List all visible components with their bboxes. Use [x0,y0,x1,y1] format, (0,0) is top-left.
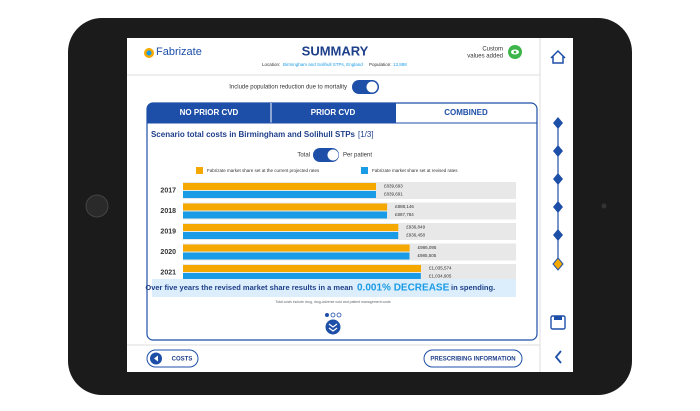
back-nav[interactable] [554,350,562,364]
page-dot[interactable] [336,312,342,318]
eye-pupil [513,50,517,54]
view-option: Total [297,153,310,159]
footnote: Total costs include drug, drug-adverse c… [275,300,391,304]
bar-chart: Fabrizate market share set at the curren… [160,167,516,281]
custom-label: Custom [482,47,503,53]
value-label: £985,505 [417,253,436,258]
home-button [85,194,109,218]
bar [183,203,388,211]
value-label: £936,849 [406,225,425,230]
legend-swatch [361,167,368,174]
step[interactable] [553,173,563,185]
bar [183,232,399,239]
toggle-label: Include population reduction due to mort… [229,85,347,91]
category-label: 2021 [160,269,176,276]
button-label: COSTS [172,357,193,363]
chart-page: [1/3] [358,130,374,139]
camera [601,203,607,209]
category-label: 2017 [160,187,176,194]
step[interactable] [553,145,563,157]
next-button[interactable] [423,349,523,368]
toggle-knob [327,149,339,161]
tab-active[interactable]: COMBINED [444,108,488,117]
bar [183,252,410,260]
summary-highlight: 0.001% DECREASE [357,283,450,294]
logo-mark [146,50,152,56]
summary-text: Over five years the revised market share… [145,283,353,292]
step[interactable] [553,117,563,129]
logo: Fabrizate [156,46,202,58]
bar [183,211,388,219]
value-label: £888,146 [395,204,414,209]
tab[interactable]: PRIOR CVD [311,108,356,117]
category-label: 2020 [160,249,176,256]
value-label: £1,035,574 [429,266,452,271]
current-step[interactable] [552,257,564,271]
category-label: 2019 [160,228,176,235]
progress-steps [553,117,563,241]
home-icon[interactable] [550,49,566,64]
bar [183,265,421,272]
arrow [154,355,158,362]
value-label: £887,784 [395,212,414,217]
button-label: PRESCRIBING INFORMATION [430,357,515,363]
bar [183,183,376,190]
bar [183,244,410,252]
value-label: £936,458 [406,233,425,238]
bar [183,191,376,198]
custom-label: values added [467,54,503,60]
bar [183,224,399,231]
summary-box [152,279,516,297]
summary-text: in spending. [451,283,495,292]
population: 13,888 [393,62,407,67]
page-dot[interactable] [325,313,329,317]
value-label: £1,034,905 [429,274,452,279]
value-label: £839,693 [384,184,403,189]
value-label: £839,691 [384,192,403,197]
toggle-knob [366,81,378,93]
view-option: Per patient [343,153,372,159]
page-dot[interactable] [330,312,336,318]
step[interactable] [553,201,563,213]
legend-label: Fabrizate market share set at the curren… [207,168,320,173]
location: Birmingham and Solihull STPs, England [283,62,363,67]
population-label: Population: [369,62,392,67]
bar [183,273,421,280]
category-label: 2018 [160,208,176,215]
location-label: Location: [262,62,280,67]
tab[interactable]: NO PRIOR CVD [180,108,239,117]
chart-title: Scenario total costs in Birmingham and S… [151,130,356,139]
page-title: SUMMARY [302,43,369,58]
save-detail [554,316,562,320]
chevron-icon [328,323,338,332]
step[interactable] [553,229,563,241]
value-label: £986,095 [418,245,437,250]
legend-swatch [196,167,203,174]
legend-label: Fabrizate market share set at revised ra… [372,168,458,173]
